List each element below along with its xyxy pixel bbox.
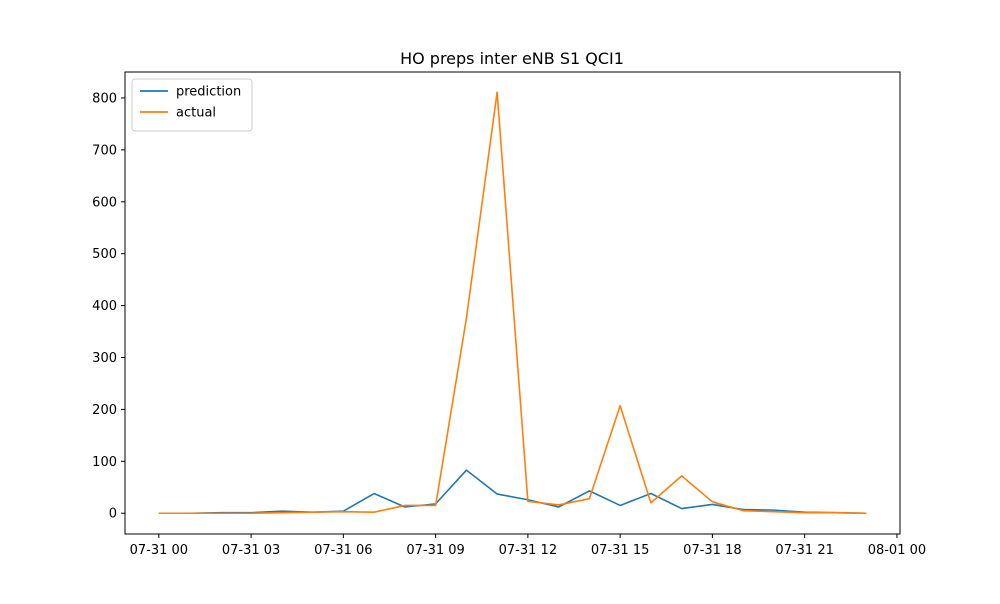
- legend-label-actual: actual: [176, 106, 216, 121]
- y-tick-label: 0: [109, 507, 117, 522]
- x-tick-label: 07-31 21: [775, 543, 833, 558]
- legend-box: [131, 78, 253, 132]
- x-tick-label: 07-31 06: [314, 543, 372, 558]
- chart-title: HO preps inter eNB S1 QCI1: [400, 49, 624, 68]
- x-tick-label: 07-31 09: [406, 543, 464, 558]
- x-tick-label: 07-31 18: [683, 543, 741, 558]
- y-tick-label: 100: [92, 455, 117, 470]
- legend-label-prediction: prediction: [176, 85, 241, 100]
- series-line-actual: [158, 91, 867, 515]
- y-tick-label: 400: [92, 299, 117, 314]
- x-tick-label: 07-31 12: [499, 543, 557, 558]
- x-tick-label: 07-31 00: [130, 543, 188, 558]
- y-tick-label: 200: [92, 403, 117, 418]
- y-tick-label: 500: [92, 247, 117, 262]
- x-tick-label: 08-01 00: [868, 543, 926, 558]
- y-tick-label: 300: [92, 351, 117, 366]
- y-tick-label: 600: [92, 195, 117, 210]
- x-tick-label: 07-31 03: [222, 543, 280, 558]
- plot-area-frame: [124, 71, 901, 535]
- x-tick-label: 07-31 15: [591, 543, 649, 558]
- x-axis: 07-31 00 07-31 03 07-31 06 07-31 09 07-31 12…: [130, 534, 926, 558]
- series-layer: [158, 91, 867, 515]
- y-axis: 0 100 200 300 400 500 600 700 800: [92, 91, 125, 522]
- y-tick-label: 800: [92, 91, 117, 106]
- y-tick-label: 700: [92, 143, 117, 158]
- series-line-prediction: [158, 469, 867, 515]
- legend: prediction actual: [131, 78, 253, 132]
